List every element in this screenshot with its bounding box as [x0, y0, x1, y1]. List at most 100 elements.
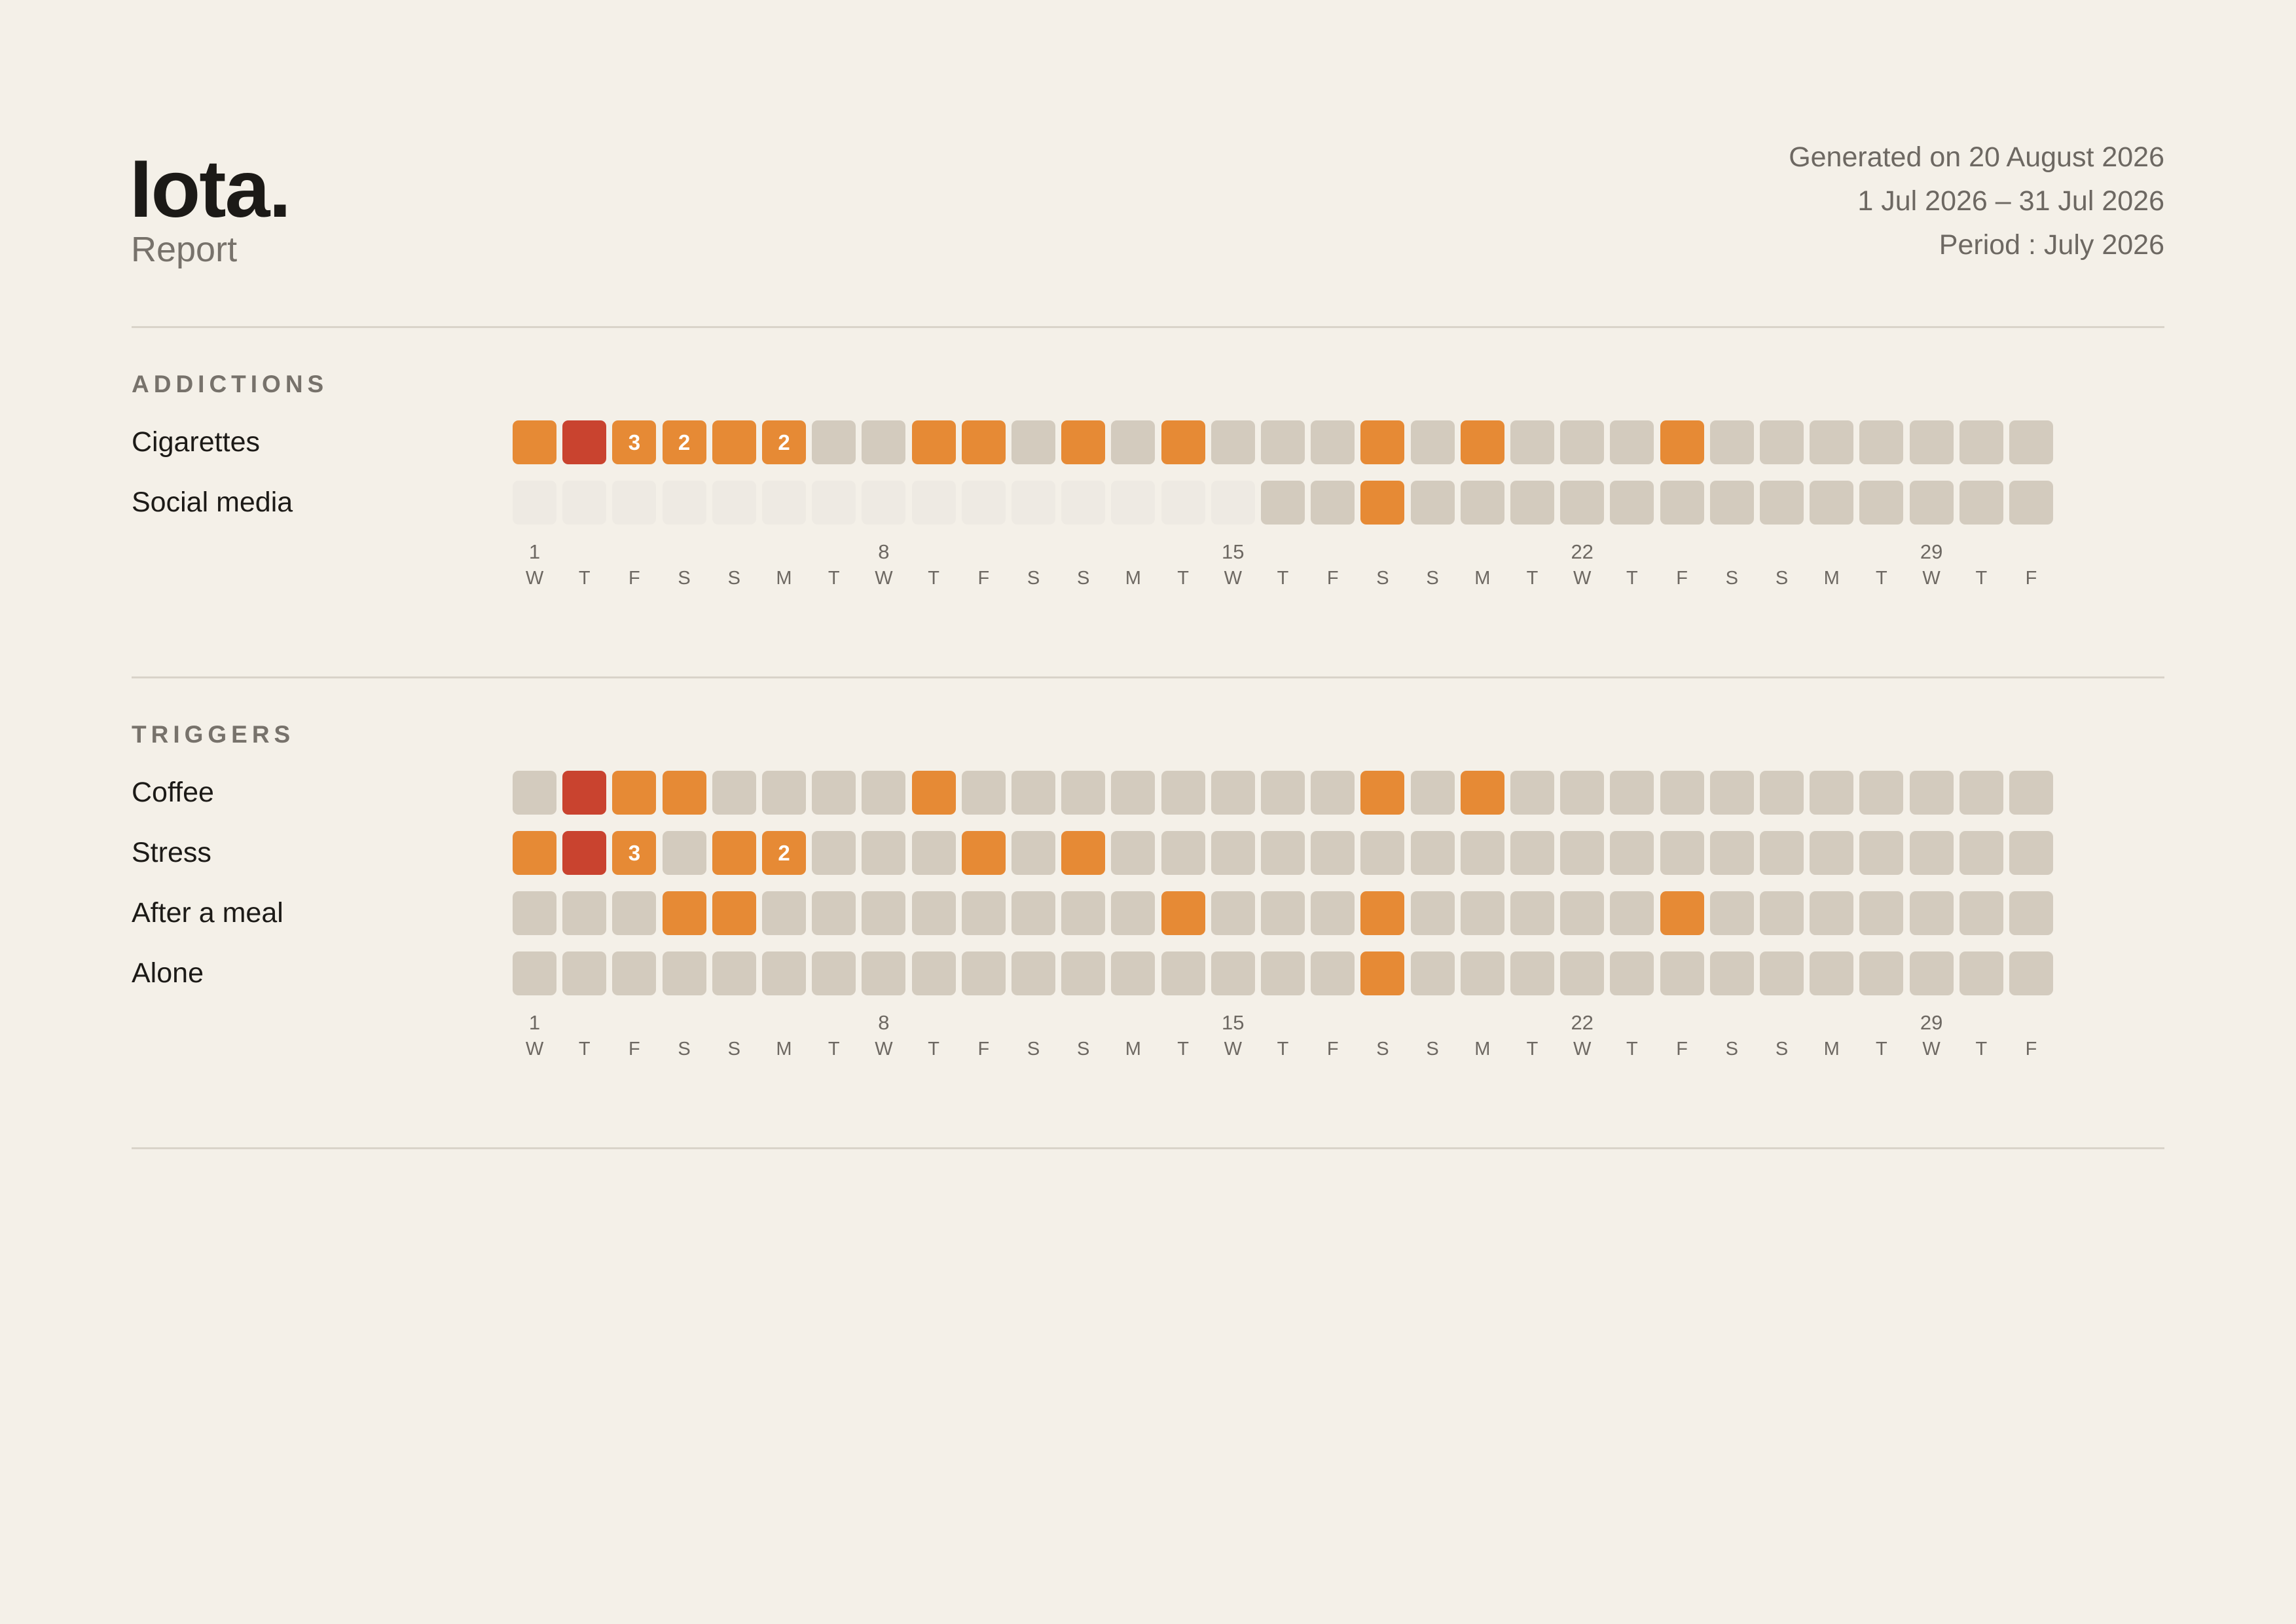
day-cell: [1959, 831, 2003, 875]
day-cell: [712, 481, 756, 525]
day-cell: [1610, 831, 1654, 875]
day-cell: [513, 420, 556, 464]
day-cell: [712, 771, 756, 815]
weekday: S: [1027, 1039, 1040, 1060]
weekday: W: [1224, 568, 1242, 589]
day-cell: [1061, 420, 1106, 464]
day-cell: [1261, 831, 1305, 875]
weekday: S: [678, 1039, 691, 1060]
day-cell: [1660, 420, 1704, 464]
day-cell: [1760, 420, 1804, 464]
weekday: M: [1474, 568, 1491, 589]
day-cell: [562, 891, 607, 935]
day-cell: [1610, 891, 1654, 935]
weekday: W: [875, 568, 893, 589]
day-cell: [911, 481, 956, 525]
day-cell: [1660, 831, 1704, 875]
day-cell: [862, 891, 906, 935]
cell-count: 3: [628, 430, 641, 454]
weekday: W: [1922, 568, 1941, 589]
day-cell: [1061, 831, 1106, 875]
day-cell: [1909, 420, 1954, 464]
day-cell: [862, 481, 906, 525]
weekday: S: [1725, 1039, 1738, 1060]
divider: [132, 676, 2164, 678]
day-cell: [1510, 891, 1554, 935]
day-cell: [1810, 891, 1854, 935]
day-number: 29: [1920, 1011, 1943, 1034]
weekday: S: [1775, 1039, 1789, 1060]
day-cell: [1909, 891, 1954, 935]
day-cell: [1709, 951, 1754, 995]
day-cell: [961, 420, 1006, 464]
day-cell: [513, 771, 556, 815]
day-cell: [1460, 891, 1504, 935]
weekday: F: [1676, 568, 1688, 589]
day-cell: [862, 771, 906, 815]
day-cell: [513, 951, 556, 995]
day-cell: [1261, 420, 1305, 464]
day-cell: [1011, 771, 1055, 815]
day-cell: [1959, 481, 2003, 525]
row-label: After a meal: [132, 897, 283, 929]
day-cell: [1011, 951, 1055, 995]
day-cell: [961, 831, 1006, 875]
day-cell: [1510, 420, 1554, 464]
weekday: T: [828, 568, 840, 589]
day-cell: [1959, 420, 2003, 464]
weekday: T: [578, 568, 591, 589]
day-number: 15: [1222, 1011, 1245, 1034]
weekday: M: [1823, 568, 1840, 589]
weekday: S: [1376, 568, 1389, 589]
report-subtitle: Report: [131, 230, 238, 269]
generated-date: Generated on 20 August 2026: [1789, 141, 2164, 173]
day-cell: [762, 951, 806, 995]
day-cell: [1709, 831, 1754, 875]
weekday: S: [1426, 568, 1439, 589]
app-title: Iota.: [130, 144, 291, 234]
day-number: 1: [528, 540, 541, 563]
day-cell: [1011, 891, 1055, 935]
day-cell: [1360, 771, 1405, 815]
day-cell: [1410, 481, 1455, 525]
day-cell: [1810, 481, 1854, 525]
weekday: T: [1876, 1039, 1887, 1060]
weekday: T: [828, 1039, 840, 1060]
section-heading: ADDICTIONS: [132, 371, 329, 397]
day-cell: [1360, 481, 1405, 525]
day-number: 22: [1571, 540, 1594, 563]
day-cell: [1161, 891, 1205, 935]
weekday: T: [578, 1039, 591, 1060]
day-cell: [1610, 771, 1654, 815]
day-cell: [1560, 831, 1605, 875]
day-cell: [1560, 891, 1605, 935]
day-cell: [1360, 951, 1405, 995]
day-cell: [812, 481, 856, 525]
day-cell: [812, 420, 856, 464]
weekday: W: [1224, 1039, 1242, 1060]
day-cell: [1211, 951, 1255, 995]
day-cell: [2009, 771, 2053, 815]
day-cell: [1011, 420, 1055, 464]
day-cell: [812, 891, 856, 935]
day-cell: [911, 891, 956, 935]
day-cell: [1760, 951, 1804, 995]
day-cell: [513, 831, 556, 875]
period: Period : July 2026: [1939, 229, 2164, 261]
weekday: F: [2025, 1039, 2037, 1060]
day-cell: [662, 891, 706, 935]
day-cell: [911, 831, 956, 875]
day-cell: [1061, 481, 1106, 525]
weekday: W: [525, 1039, 544, 1060]
day-cell: [1111, 481, 1156, 525]
day-number: 8: [878, 540, 890, 563]
section-heading: TRIGGERS: [132, 721, 295, 748]
weekday: S: [1077, 1039, 1090, 1060]
day-cell: [662, 771, 706, 815]
day-number: 15: [1222, 540, 1245, 563]
day-cell: [1111, 831, 1156, 875]
weekday: F: [2025, 568, 2037, 589]
day-cell: 3: [612, 831, 657, 875]
weekday: T: [1975, 1039, 1988, 1060]
day-cell: [1560, 951, 1605, 995]
